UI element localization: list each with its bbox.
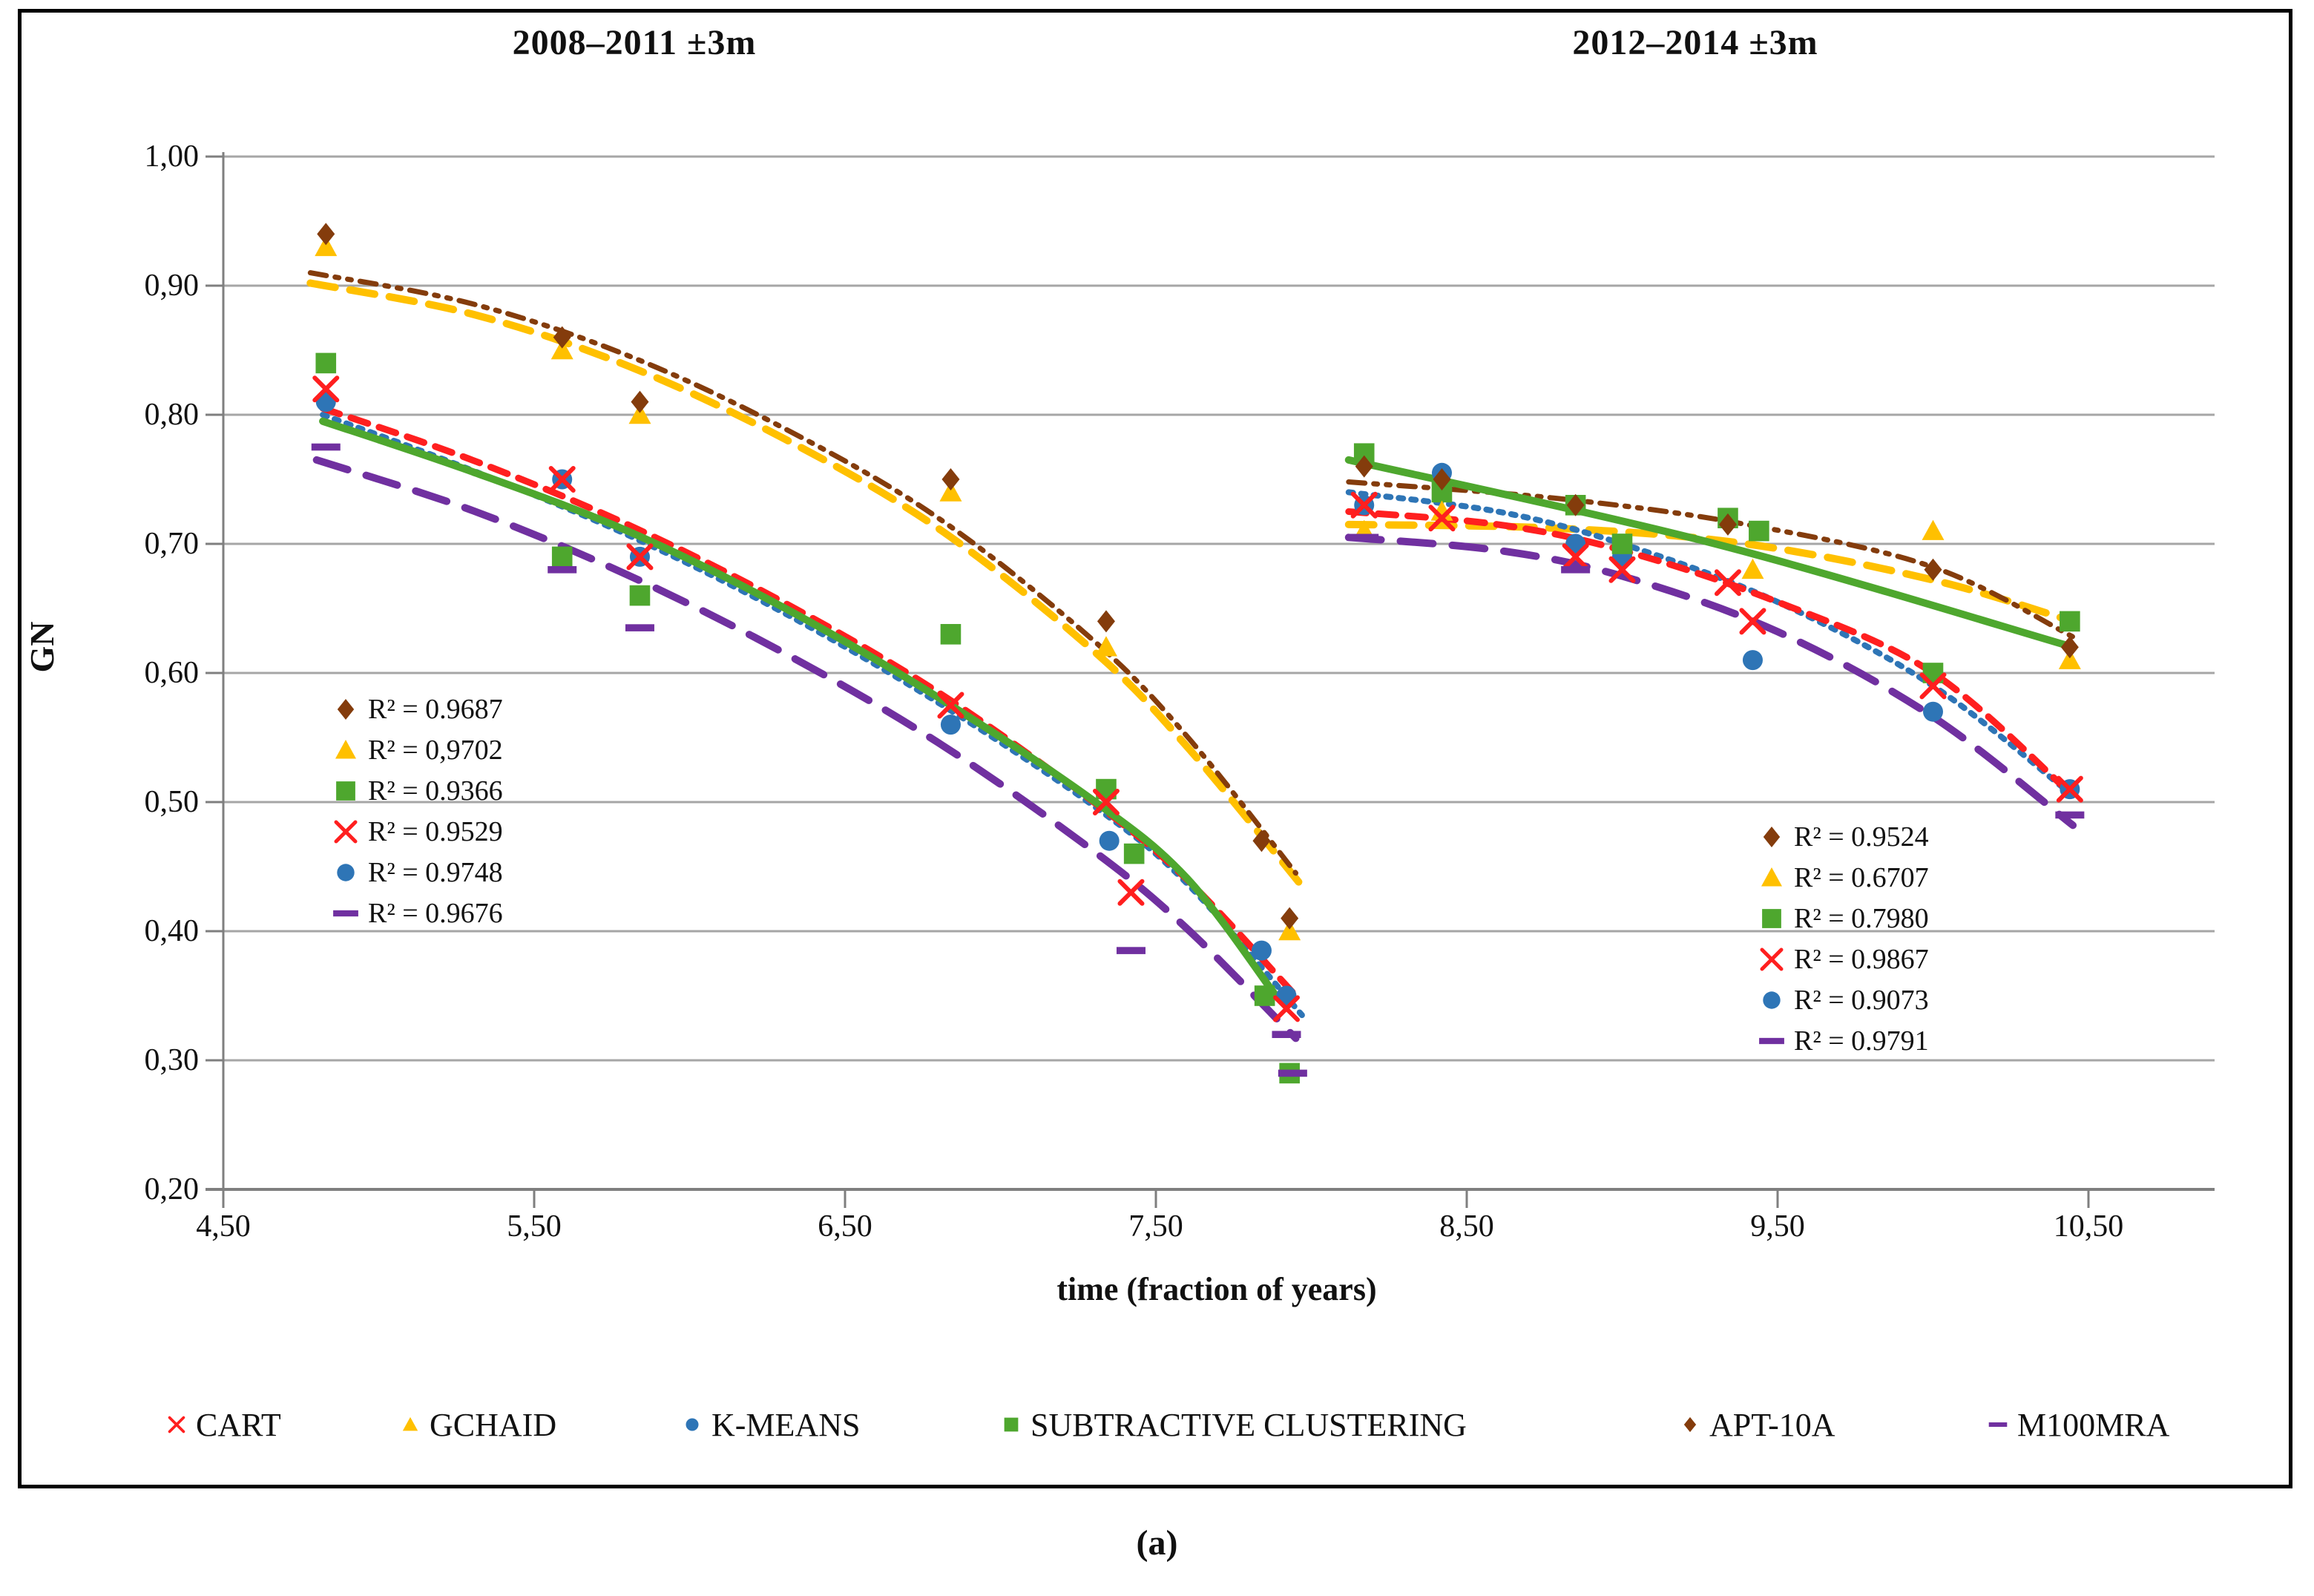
r2-legend-item-k-means: R² = 0.9073	[1754, 979, 1929, 1020]
legend-item-cart: CART	[165, 1399, 281, 1451]
square-marker-icon	[1754, 902, 1789, 935]
figure-caption: (a)	[1136, 1523, 1178, 1563]
r2-value-subtractive-clustering: R² = 0.7980	[1794, 902, 1929, 934]
r2-value-subtractive-clustering: R² = 0.9366	[368, 775, 503, 807]
legend-item-apt-10a: APT-10A	[1678, 1399, 1835, 1451]
series-points-m100mra	[311, 443, 2085, 1077]
diamond-marker-icon	[328, 693, 364, 726]
x-tick-label: 5,50	[507, 1209, 562, 1244]
triangle-marker-icon	[1754, 861, 1789, 894]
dash-marker-icon	[328, 897, 364, 930]
r2-legend-item-m100mra: R² = 0.9676	[328, 893, 503, 933]
legend-label: K-MEANS	[711, 1406, 861, 1443]
trend-line-cart	[1345, 508, 2077, 799]
y-tick-label: 0,60	[144, 656, 200, 690]
r2-value-gchaid: R² = 0.6707	[1794, 861, 1929, 893]
r2-legend-item-gchaid: R² = 0,9702	[328, 729, 503, 770]
legend-label: SUBTRACTIVE CLUSTERING	[1031, 1406, 1467, 1443]
r2-legend-right: R² = 0.9524 R² = 0.6707 R² = 0.7980 R² = 0.…	[1754, 816, 1929, 1061]
y-tick-label: 0,70	[144, 527, 200, 561]
x-marker-icon	[328, 815, 364, 848]
r2-legend-item-subtractive-clustering: R² = 0.9366	[328, 770, 503, 811]
square-marker-icon	[999, 1413, 1023, 1436]
trend-line-apt-10a	[307, 270, 1299, 876]
r2-value-k-means: R² = 0.9073	[1794, 984, 1929, 1016]
circle-marker-icon	[680, 1413, 704, 1436]
y-tick-label: 0,40	[144, 914, 200, 948]
r2-legend-item-apt-10a: R² = 0.9687	[328, 689, 503, 729]
figure-border	[18, 9, 2292, 1488]
legend-label: M100MRA	[2017, 1406, 2170, 1443]
y-tick-label: 0,20	[144, 1172, 200, 1206]
r2-value-m100mra: R² = 0.9791	[1794, 1025, 1929, 1057]
dash-marker-icon	[1986, 1413, 2010, 1436]
diamond-marker-icon	[1678, 1413, 1702, 1436]
panel-title-left: 2008–2011 ±3m	[512, 23, 757, 62]
x-axis-title: time (fraction of years)	[1056, 1271, 1377, 1307]
y-tick-label: 0,50	[144, 785, 200, 819]
panel-title-right: 2012–2014 ±3m	[1572, 23, 1818, 62]
circle-marker-icon	[328, 856, 364, 889]
x-marker-icon	[165, 1413, 188, 1436]
legend-label: GCHAID	[430, 1406, 557, 1443]
series-points-cart	[312, 375, 2083, 1022]
r2-value-cart: R² = 0.9529	[368, 815, 503, 847]
r2-legend-item-cart: R² = 0.9529	[328, 811, 503, 852]
r2-legend-item-gchaid: R² = 0.6707	[1754, 857, 1929, 898]
y-axis-title: GN	[23, 621, 61, 673]
square-marker-icon	[328, 775, 364, 807]
r2-legend-item-cart: R² = 0.9867	[1754, 939, 1929, 979]
x-tick-label: 8,50	[1439, 1209, 1494, 1244]
x-marker-icon	[1754, 943, 1789, 976]
triangle-marker-icon	[398, 1413, 422, 1436]
trend-line-gchaid	[1344, 520, 2077, 625]
r2-legend-item-m100mra: R² = 0.9791	[1754, 1020, 1929, 1061]
legend-item-subtractive-clustering: SUBTRACTIVE CLUSTERING	[999, 1399, 1467, 1451]
y-tick-label: 0,80	[144, 398, 200, 432]
trend-line-m100mra	[1344, 533, 2077, 830]
r2-value-cart: R² = 0.9867	[1794, 943, 1929, 975]
r2-value-k-means: R² = 0.9748	[368, 856, 503, 888]
trend-line-subtractive-clustering	[319, 417, 1278, 997]
y-tick-label: 0,30	[144, 1043, 200, 1077]
r2-legend-item-subtractive-clustering: R² = 0.7980	[1754, 898, 1929, 939]
y-tick-label: 1,00	[144, 139, 200, 174]
x-tick-label: 6,50	[818, 1209, 872, 1244]
trend-line-m100mra	[312, 456, 1300, 1042]
x-tick-label: 10,50	[2053, 1209, 2124, 1244]
r2-legend-item-k-means: R² = 0.9748	[328, 852, 503, 893]
series-points-apt-10a	[317, 223, 2079, 930]
legend-label: CART	[196, 1406, 281, 1443]
r2-value-apt-10a: R² = 0.9687	[368, 693, 503, 725]
r2-value-m100mra: R² = 0.9676	[368, 897, 503, 929]
r2-legend-left: R² = 0.9687 R² = 0,9702 R² = 0.9366 R² = 0.…	[328, 689, 503, 933]
diamond-marker-icon	[1754, 821, 1789, 853]
r2-value-apt-10a: R² = 0.9524	[1794, 821, 1929, 853]
legend-item-m100mra: M100MRA	[1986, 1399, 2169, 1451]
circle-marker-icon	[1754, 984, 1789, 1017]
x-tick-label: 4,50	[196, 1209, 251, 1244]
legend-item-gchaid: GCHAID	[398, 1399, 556, 1451]
legend-label: APT-10A	[1709, 1406, 1835, 1443]
r2-legend-item-apt-10a: R² = 0.9524	[1754, 816, 1929, 857]
x-tick-label: 9,50	[1750, 1209, 1805, 1244]
x-tick-label: 7,50	[1128, 1209, 1183, 1244]
triangle-marker-icon	[328, 734, 364, 766]
r2-value-gchaid: R² = 0,9702	[368, 734, 503, 766]
y-tick-label: 0,90	[144, 269, 200, 303]
dash-marker-icon	[1754, 1025, 1789, 1057]
legend-item-k-means: K-MEANS	[680, 1399, 860, 1451]
